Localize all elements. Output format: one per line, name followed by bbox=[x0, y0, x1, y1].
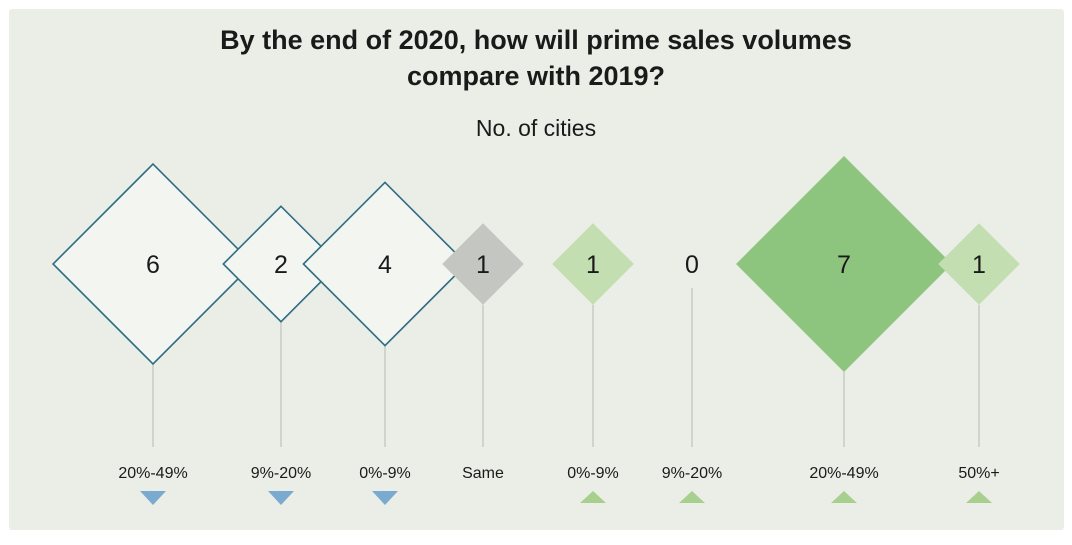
value-label: 7 bbox=[837, 251, 851, 279]
down-arrow-icon bbox=[268, 491, 294, 505]
category-label: 20%-49% bbox=[118, 465, 187, 482]
chart-subtitle: No. of cities bbox=[475, 115, 597, 141]
diamond-mark bbox=[302, 181, 468, 347]
category-label: 50%+ bbox=[958, 465, 999, 482]
diamond-mark bbox=[552, 223, 634, 305]
down-arrow-icon bbox=[372, 491, 398, 505]
value-label: 1 bbox=[972, 251, 986, 279]
category-label: 9%-20% bbox=[251, 465, 311, 482]
diamond-mark bbox=[442, 223, 524, 305]
up-arrow-icon bbox=[679, 491, 705, 503]
diamonds bbox=[51, 156, 1020, 372]
value-label: 0 bbox=[685, 251, 699, 279]
category-label: 0%-9% bbox=[359, 465, 411, 482]
category-label: 0%-9% bbox=[567, 465, 619, 482]
category-label: 20%-49% bbox=[809, 465, 878, 482]
labels: 6 20%-49% 2 9%-20% 4 0%-9% 1 Same 1 0%-9% 0 9%-20% 7… bbox=[118, 251, 1000, 505]
diamond-mark bbox=[938, 223, 1020, 305]
up-arrow-icon bbox=[580, 491, 606, 503]
leader-lines bbox=[152, 288, 980, 447]
up-arrow-icon bbox=[966, 491, 992, 503]
category-label: 9%-20% bbox=[662, 465, 722, 482]
chart-title-line-1: By the end of 2020, how will prime sales… bbox=[220, 25, 852, 55]
diamond-mark bbox=[51, 162, 255, 366]
value-label: 2 bbox=[274, 251, 288, 279]
down-arrow-icon bbox=[140, 491, 166, 505]
value-label: 4 bbox=[378, 251, 392, 279]
value-label: 1 bbox=[586, 251, 600, 279]
value-label: 1 bbox=[476, 251, 490, 279]
chart-title-line-2: compare with 2019? bbox=[406, 61, 666, 91]
diamond-mark bbox=[222, 205, 340, 323]
diamond-mark bbox=[736, 156, 952, 372]
chart-title: By the end of 2020, how will prime sales… bbox=[0, 22, 1072, 94]
category-label: Same bbox=[462, 465, 504, 482]
up-arrow-icon bbox=[831, 491, 857, 503]
value-label: 6 bbox=[146, 251, 160, 279]
